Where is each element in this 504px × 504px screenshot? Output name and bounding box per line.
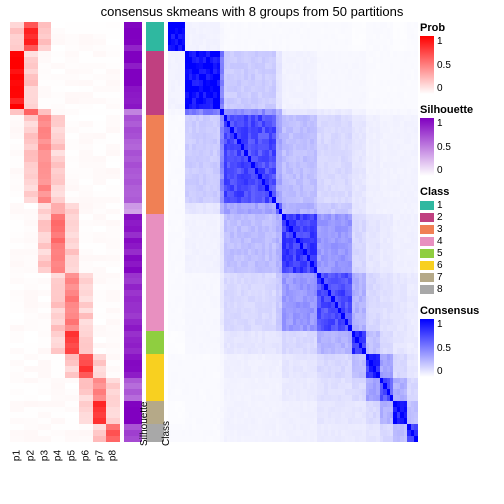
prob-col-p3 xyxy=(38,22,52,442)
legend-class-item: 1 xyxy=(420,200,500,211)
prob-col-label: p4 xyxy=(53,449,64,463)
tick: 1 xyxy=(437,319,451,330)
silhouette-column xyxy=(124,22,142,442)
legend-sil-gradient xyxy=(420,118,434,176)
legend-prob-ticks: 1 0.5 0 xyxy=(437,36,451,94)
legend-prob-gradient xyxy=(420,36,434,94)
legend-class-item: 3 xyxy=(420,224,500,235)
prob-col-p7 xyxy=(93,22,107,442)
legend-class-item: 7 xyxy=(420,272,500,283)
legend-silhouette: Silhouette 1 0.5 0 xyxy=(420,104,500,176)
prob-col-label: p2 xyxy=(25,449,36,463)
legend-class-item: 5 xyxy=(420,248,500,259)
prob-col-label: p1 xyxy=(11,449,22,463)
prob-col-label: p3 xyxy=(39,449,50,463)
legend-cons-ticks: 1 0.5 0 xyxy=(437,319,451,377)
legend-consensus: Consensus 1 0.5 0 xyxy=(420,305,500,377)
legend-sil-title: Silhouette xyxy=(420,104,500,116)
tick: 0.5 xyxy=(437,142,451,153)
prob-col-p1 xyxy=(10,22,24,442)
legends-panel: Prob 1 0.5 0 Silhouette 1 0.5 0 Class 12… xyxy=(420,22,500,387)
prob-col-label: p6 xyxy=(80,449,91,463)
prob-col-p4 xyxy=(51,22,65,442)
legend-class-item: 6 xyxy=(420,260,500,271)
legend-class: Class 12345678 xyxy=(420,186,500,295)
consensus-heatmap xyxy=(168,22,418,442)
tick: 0.5 xyxy=(437,343,451,354)
tick: 0 xyxy=(437,366,451,377)
prob-col-label: p7 xyxy=(94,449,105,463)
legend-prob-title: Prob xyxy=(420,22,500,34)
prob-col-p8 xyxy=(106,22,120,442)
prob-col-label: p8 xyxy=(108,449,119,463)
prob-col-p5 xyxy=(65,22,79,442)
class-column xyxy=(146,22,164,442)
legend-class-item: 8 xyxy=(420,284,500,295)
prob-annotation-columns xyxy=(10,22,120,442)
legend-prob: Prob 1 0.5 0 xyxy=(420,22,500,94)
legend-cons-title: Consensus xyxy=(420,305,500,317)
tick: 0.5 xyxy=(437,60,451,71)
tick: 0 xyxy=(437,83,451,94)
page-title: consensus skmeans with 8 groups from 50 … xyxy=(0,4,504,19)
tick: 1 xyxy=(437,118,451,129)
legend-sil-ticks: 1 0.5 0 xyxy=(437,118,451,176)
prob-col-p6 xyxy=(79,22,93,442)
legend-class-title: Class xyxy=(420,186,500,198)
prob-column-labels: p1p2p3p4p5p6p7p8 xyxy=(10,444,120,461)
class-axis-label: Class xyxy=(161,421,172,446)
legend-cons-gradient xyxy=(420,319,434,377)
prob-col-label: p5 xyxy=(66,449,77,463)
tick: 1 xyxy=(437,36,451,47)
legend-class-item: 4 xyxy=(420,236,500,247)
tick: 0 xyxy=(437,165,451,176)
silhouette-axis-label: Silhouette xyxy=(139,402,150,446)
legend-class-item: 2 xyxy=(420,212,500,223)
prob-col-p2 xyxy=(24,22,38,442)
